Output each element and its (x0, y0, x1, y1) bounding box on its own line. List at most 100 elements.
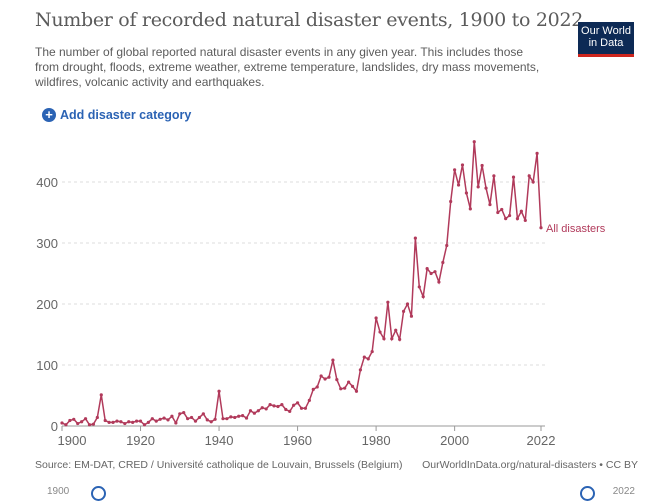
data-point (425, 267, 429, 271)
data-point (311, 387, 315, 391)
data-point (280, 403, 284, 407)
data-point (64, 423, 68, 427)
data-point (225, 417, 229, 421)
timeline-slider[interactable]: 1900 2022 (35, 486, 635, 501)
data-point (456, 183, 461, 187)
data-point (209, 420, 213, 424)
data-point (401, 309, 406, 313)
data-point (138, 419, 143, 423)
data-point (83, 417, 88, 421)
data-point (480, 163, 484, 168)
data-point (354, 389, 359, 393)
data-point (103, 418, 107, 423)
data-point (264, 407, 268, 411)
data-point (241, 414, 245, 418)
data-point (91, 422, 96, 426)
data-point (162, 416, 166, 420)
data-point (131, 420, 135, 424)
data-point (488, 202, 492, 207)
data-point (76, 421, 80, 426)
data-point (150, 417, 154, 421)
data-point (307, 398, 311, 402)
data-point (276, 404, 280, 409)
data-point (445, 243, 449, 248)
data-point (398, 337, 402, 341)
data-point (260, 406, 264, 410)
data-point (107, 420, 111, 424)
logo-text: Our World in Data (581, 25, 631, 49)
data-point (170, 414, 174, 418)
line-chart: 0 100 200 300 400 1900 1920 1940 1960 1980 2000 202… (36, 140, 606, 448)
data-point (327, 375, 331, 379)
data-point (299, 406, 304, 410)
data-point (217, 389, 221, 393)
data-point (374, 316, 378, 320)
data-point (111, 420, 115, 424)
x-tick-label: 2022 (527, 433, 556, 448)
data-point (123, 421, 127, 426)
data-point (437, 280, 441, 284)
timeline-end-handle[interactable] (580, 486, 595, 501)
data-point (539, 226, 543, 230)
data-point (484, 186, 488, 190)
data-point (72, 417, 76, 421)
data-point (441, 260, 445, 265)
source-url[interactable]: OurWorldInData.org/natural-disasters • C… (422, 459, 638, 471)
data-point (531, 180, 535, 184)
data-point (504, 217, 508, 221)
y-tick-label: 400 (36, 175, 58, 190)
data-point (500, 207, 504, 212)
data-point (339, 387, 343, 391)
x-tick-label: 1960 (283, 433, 312, 448)
data-point (464, 191, 469, 195)
owid-logo[interactable]: Our World in Data (578, 22, 634, 57)
data-point (158, 417, 162, 421)
data-point (68, 418, 72, 423)
timeline-start-handle[interactable] (91, 486, 106, 501)
data-point (331, 358, 335, 362)
data-point (284, 407, 288, 412)
data-point (449, 199, 453, 204)
data-point (496, 210, 500, 215)
data-point (417, 285, 421, 289)
data-point (405, 302, 410, 306)
data-point (453, 168, 457, 172)
data-point (154, 419, 158, 423)
data-point (535, 151, 539, 155)
data-point (182, 410, 186, 415)
timeline-end-label: 2022 (612, 486, 635, 497)
add-disaster-category-button[interactable]: + Add disaster category (42, 108, 191, 122)
data-point (189, 415, 194, 420)
data-point (394, 328, 398, 332)
data-point (386, 300, 390, 304)
x-tick-label: 2000 (440, 433, 469, 448)
data-point (146, 420, 150, 424)
data-point (390, 337, 394, 341)
data-point (315, 385, 319, 389)
data-point (413, 236, 417, 240)
data-point (433, 270, 437, 274)
data-point (460, 163, 465, 167)
data-point (409, 314, 414, 318)
data-point (421, 295, 425, 299)
data-point (197, 415, 202, 420)
data-point (221, 417, 225, 421)
y-tick-label: 200 (36, 297, 58, 312)
x-tick-label: 1900 (58, 433, 87, 448)
data-point (193, 419, 198, 423)
data-point (229, 415, 233, 419)
chart-title: Number of recorded natural disaster even… (35, 9, 584, 31)
data-point (237, 414, 241, 418)
data-point (295, 401, 300, 405)
data-point (468, 207, 472, 211)
data-point (335, 378, 339, 382)
y-tick-label: 0 (51, 419, 58, 434)
data-point (472, 140, 476, 144)
data-point (343, 386, 347, 390)
data-point (201, 412, 205, 416)
data-point (303, 406, 308, 410)
data-point (213, 417, 217, 421)
data-point (186, 417, 190, 421)
data-point (115, 419, 119, 423)
data-point (174, 421, 178, 425)
